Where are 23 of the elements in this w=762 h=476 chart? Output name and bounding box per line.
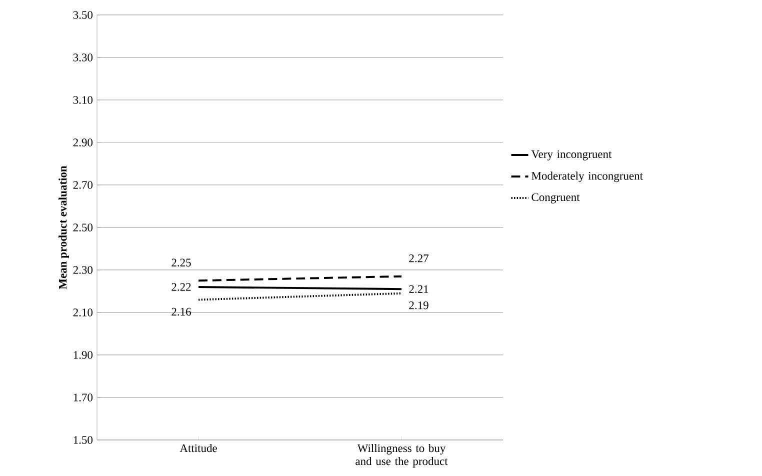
y-tick-label: 2.70 [73, 181, 93, 189]
legend-label: Congruent [532, 193, 580, 204]
x-tick-label: Willingness to buy and use the product [356, 444, 448, 468]
y-tick-label: 2.50 [73, 224, 93, 232]
data-label: 2.22 [172, 283, 191, 291]
y-tick-label: 3.50 [73, 11, 93, 19]
data-label: 2.25 [172, 258, 191, 266]
y-tick-label: 2.90 [73, 138, 93, 146]
data-label: 2.16 [172, 308, 191, 316]
data-label: 2.27 [409, 254, 429, 262]
x-tick-label: Attitude [180, 444, 217, 452]
y-tick-label: 3.30 [73, 54, 93, 62]
y-tick-label: 2.10 [73, 308, 93, 316]
y-axis-title: Mean product evaluation [58, 166, 69, 290]
y-tick-label: 1.70 [74, 394, 93, 402]
y-tick-label: 1.50 [74, 436, 93, 444]
data-label: 2.21 [409, 285, 428, 293]
y-tick-label: 1.90 [74, 351, 93, 359]
legend-label: Moderately incongruent [532, 172, 643, 182]
legend-label: Very incongruent [531, 150, 612, 160]
y-tick-label: 3.10 [73, 96, 93, 104]
data-label: 2.19 [409, 301, 428, 310]
y-tick-label: 2.30 [73, 266, 93, 274]
